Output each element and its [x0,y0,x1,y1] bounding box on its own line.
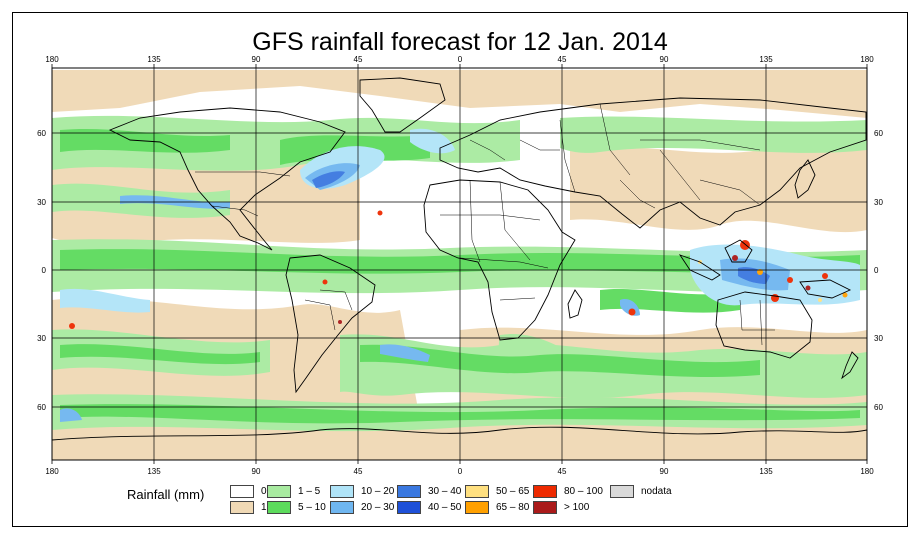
bottom-axis-label: 135 [147,467,161,476]
legend-item: 65 – 80 [465,500,529,514]
legend-item: nodata [610,484,672,498]
north-america-coast [108,107,346,251]
graticule [52,68,867,460]
legend-item: 40 – 50 [397,500,461,514]
top-axis-label: 0 [458,55,463,64]
legend-swatch [330,484,354,498]
legend-item: 80 – 100 [533,484,603,498]
left-axis-label: 60 [37,129,46,138]
legend-swatch [533,500,557,514]
top-axis-label: 180 [45,55,59,64]
australia-coast [715,291,813,359]
legend-item: 1 – 5 [267,484,320,498]
legend-swatch [267,500,291,514]
legend-item: 10 – 20 [330,484,394,498]
legend-label: nodata [641,485,672,497]
country-borders [195,103,775,346]
legend-label: 30 – 40 [428,485,462,497]
legend-swatch [330,500,354,514]
left-axis-label: 60 [37,403,46,412]
bottom-axis-label: 180 [45,467,59,476]
legend-label: 65 – 80 [496,501,530,513]
map-title: GFS rainfall forecast for 12 Jan. 2014 [252,28,668,56]
legend-label: > 100 [564,501,590,513]
bottom-axis-label: 180 [860,467,874,476]
bottom-axis-label: 45 [354,467,363,476]
bottom-axis-labels: 180 135 90 45 0 45 90 135 180 [45,467,874,476]
bottom-axis-label: 90 [660,467,669,476]
legend-item: 50 – 65 [465,484,529,498]
legend-label: 5 – 10 [298,501,326,513]
japan-coast [794,159,816,199]
right-axis-label: 30 [874,334,883,343]
right-axis-labels: 60 30 0 30 60 [874,129,883,412]
left-axis-labels: 60 30 0 30 60 [37,129,46,412]
new-guinea-coast [799,279,852,299]
legend-item: 30 – 40 [397,484,461,498]
right-axis-label: 30 [874,198,883,207]
top-axis-label: 180 [860,55,874,64]
legend-swatch [397,500,421,514]
bottom-axis-label: 90 [252,467,261,476]
left-axis-label: 30 [37,334,46,343]
legend-label: 1 [261,501,267,513]
legend-label: 10 – 20 [361,485,395,497]
legend-label: 50 – 65 [496,485,530,497]
legend-label: 40 – 50 [428,501,462,513]
top-axis-label: 45 [354,55,363,64]
legend-swatch [610,484,634,498]
new-zealand-coast [841,351,859,380]
legend-swatch [230,500,254,514]
top-axis-label: 135 [759,55,773,64]
greenland-coast [359,77,446,133]
legend-swatch [230,484,254,498]
legend-item: 1 [230,500,267,514]
top-axis-labels: 180 135 90 45 0 45 90 135 180 [45,55,874,64]
right-axis-label: 0 [874,266,879,275]
legend-item: > 100 [533,500,589,514]
legend-label: 1 – 5 [298,485,321,497]
legend-label: 80 – 100 [564,485,603,497]
sumatra-coast [678,254,721,281]
legend-item: 5 – 10 [267,500,326,514]
tick-marks [51,64,868,464]
top-axis-label: 45 [558,55,567,64]
bottom-axis-label: 45 [558,467,567,476]
eurasia-coast [439,97,867,229]
left-axis-label: 0 [42,266,47,275]
legend-swatch [267,484,291,498]
legend-swatch [465,500,489,514]
right-axis-label: 60 [874,403,883,412]
borneo-coast [724,239,753,263]
bottom-axis-label: 135 [759,467,773,476]
legend-swatch [465,484,489,498]
legend-swatch [397,484,421,498]
top-axis-label: 135 [147,55,161,64]
legend-item: 20 – 30 [330,500,394,514]
legend-label: 0 [261,485,267,497]
africa-coast [423,179,576,341]
legend-swatch [533,484,557,498]
bottom-axis-label: 0 [458,467,463,476]
legend-label: 20 – 30 [361,501,395,513]
map-border [51,67,868,461]
right-axis-label: 60 [874,129,883,138]
legend-title: Rainfall (mm) [127,487,205,502]
madagascar-coast [567,289,583,319]
top-axis-label: 90 [660,55,669,64]
top-axis-label: 90 [252,55,261,64]
legend-item: 0 [230,484,267,498]
left-axis-label: 30 [37,198,46,207]
